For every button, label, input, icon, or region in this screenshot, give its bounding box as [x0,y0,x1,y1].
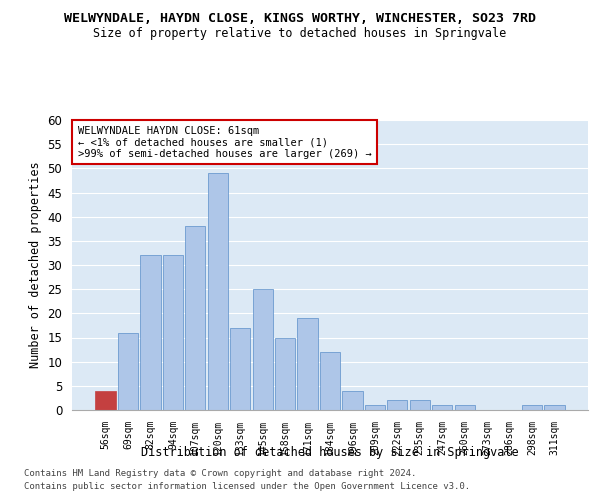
Bar [275,338,295,410]
Bar [432,405,452,410]
Bar [140,256,161,410]
Text: WELWYNDALE HAYDN CLOSE: 61sqm
← <1% of detached houses are smaller (1)
>99% of s: WELWYNDALE HAYDN CLOSE: 61sqm ← <1% of d… [77,126,371,159]
Bar [410,400,430,410]
Bar [118,332,138,410]
Bar [208,173,228,410]
Bar [365,405,385,410]
Bar [230,328,250,410]
Y-axis label: Number of detached properties: Number of detached properties [29,162,42,368]
Bar [253,289,273,410]
Bar [455,405,475,410]
Text: Contains HM Land Registry data © Crown copyright and database right 2024.: Contains HM Land Registry data © Crown c… [24,468,416,477]
Text: Contains public sector information licensed under the Open Government Licence v3: Contains public sector information licen… [24,482,470,491]
Text: WELWYNDALE, HAYDN CLOSE, KINGS WORTHY, WINCHESTER, SO23 7RD: WELWYNDALE, HAYDN CLOSE, KINGS WORTHY, W… [64,12,536,26]
Bar [387,400,407,410]
Bar [298,318,317,410]
Bar [163,256,183,410]
Bar [320,352,340,410]
Bar [522,405,542,410]
Bar [95,390,116,410]
Text: Distribution of detached houses by size in Springvale: Distribution of detached houses by size … [141,446,519,459]
Bar [343,390,362,410]
Bar [185,226,205,410]
Text: Size of property relative to detached houses in Springvale: Size of property relative to detached ho… [94,28,506,40]
Bar [544,405,565,410]
